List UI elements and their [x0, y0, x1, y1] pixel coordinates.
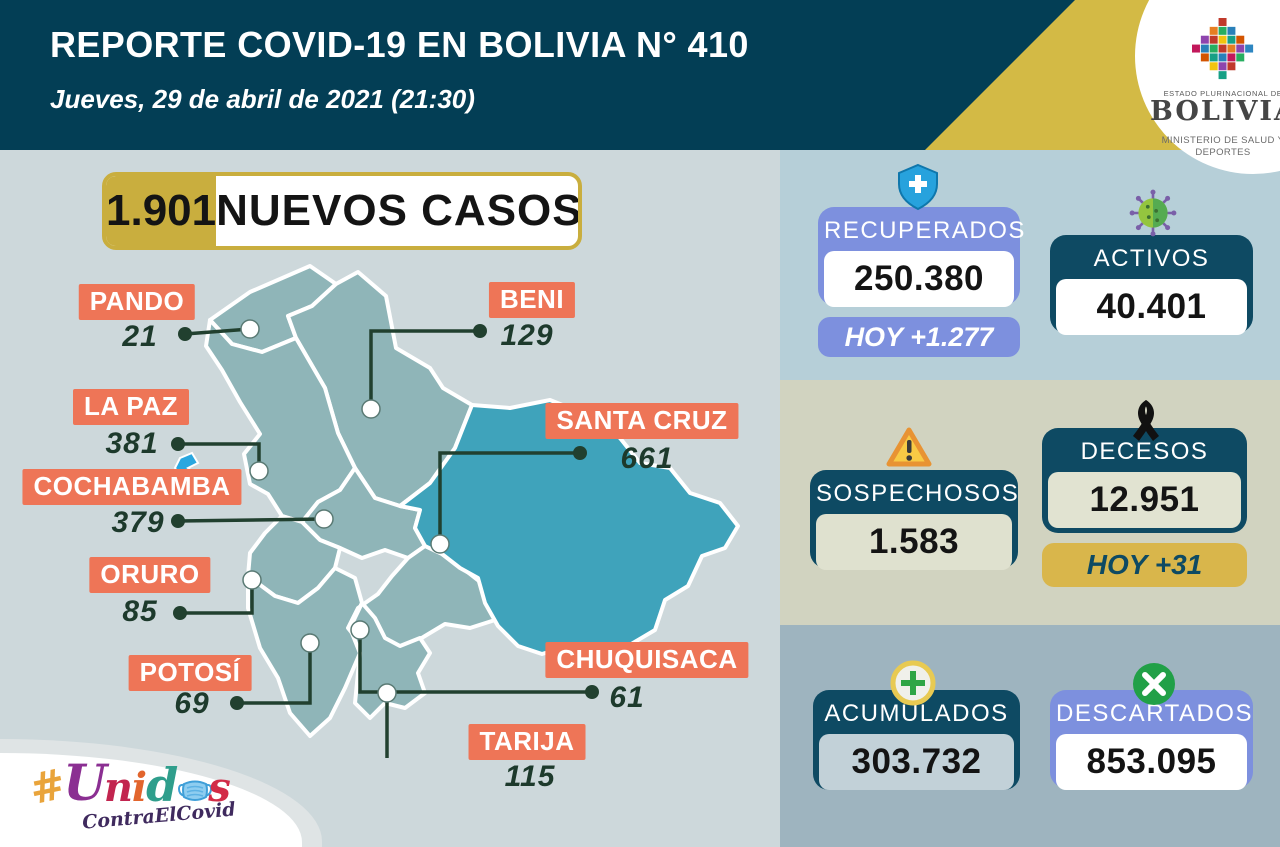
dept-value-cochabamba: 379 — [111, 506, 165, 539]
badge-decesos-today: HOY +31 — [1042, 543, 1247, 587]
dept-label-tarija: TARIJA — [468, 724, 586, 760]
card-descartados-value: 853.095 — [1056, 734, 1247, 790]
report-date: Jueves, 29 de abril de 2021 (21:30) — [50, 84, 475, 114]
dept-label-beni: BENI — [488, 282, 576, 318]
plus-circle-icon — [890, 660, 936, 706]
dept-value-oruro: 85 — [122, 595, 158, 628]
card-activos: ACTIVOS 40.401 — [1050, 235, 1253, 335]
x-circle-icon — [1133, 663, 1175, 705]
card-recuperados: RECUPERADOS 250.380 — [818, 207, 1026, 307]
map-point-dots — [240, 319, 450, 703]
card-decesos-label: DECESOS — [1080, 438, 1209, 465]
dept-label-santacruz: SANTA CRUZ — [545, 403, 739, 439]
dept-label-lapaz: LA PAZ — [73, 389, 189, 425]
face-mask-icon — [178, 780, 213, 801]
card-sospechosos-value: 1.583 — [816, 514, 1012, 570]
logo-letter-n: n — [103, 764, 133, 811]
label-end-dots — [171, 324, 599, 710]
dept-label-pando: PANDO — [78, 284, 196, 320]
card-acumulados-value: 303.732 — [819, 734, 1014, 790]
logo-ministry-text: MINISTERIO DE SALUD Y DEPORTES — [1161, 135, 1280, 159]
card-sospechosos-label: SOSPECHOSOS — [816, 480, 1020, 507]
card-sospechosos: SOSPECHOSOS 1.583 — [810, 470, 1020, 570]
map-region-tarija — [348, 601, 432, 720]
dept-label-oruro: ORURO — [89, 557, 211, 593]
mourning-ribbon-icon — [1133, 400, 1159, 441]
card-decesos-value: 12.951 — [1048, 472, 1241, 528]
dept-value-beni: 129 — [500, 319, 554, 352]
virus-icon — [1129, 189, 1177, 237]
card-descartados: DESCARTADOS 853.095 — [1050, 690, 1253, 790]
dept-label-cochabamba: COCHABAMBA — [22, 469, 242, 505]
ministry-logo: ESTADO PLURINACIONAL DE BOLIVIA MINISTER… — [1150, 18, 1280, 160]
card-activos-label: ACTIVOS — [1093, 245, 1210, 272]
logo-letter-i: i — [131, 764, 148, 811]
shield-plus-icon — [898, 163, 938, 211]
badge-recuperados-today: HOY +1.277 — [818, 317, 1020, 357]
new-cases-label: NUEVOS CASOS — [216, 186, 582, 235]
dept-value-pando: 21 — [122, 320, 158, 353]
dept-value-tarija: 115 — [504, 760, 556, 793]
logo-letter-s: s — [208, 764, 231, 811]
dept-value-potosi: 69 — [174, 687, 210, 720]
leader-lines — [177, 327, 592, 758]
dept-value-santacruz: 661 — [620, 442, 674, 475]
warning-triangle-icon — [886, 427, 932, 467]
new-cases-value: 1.901 — [106, 176, 217, 246]
chakana-cross-icon — [1192, 18, 1254, 80]
card-recuperados-value: 250.380 — [824, 251, 1014, 307]
dept-value-chuquisaca: 61 — [609, 681, 645, 714]
logo-letter-u: U — [63, 753, 107, 812]
logo-country-text: BOLIVIA — [1150, 96, 1280, 127]
dept-label-chuquisaca: CHUQUISACA — [545, 642, 749, 678]
card-decesos: DECESOS 12.951 — [1042, 428, 1247, 533]
page-title: REPORTE COVID-19 EN BOLIVIA N° 410 — [50, 24, 749, 65]
unidos-contra-el-covid-logo: # U n i d s ContraElCovid — [25, 753, 260, 834]
logo-letter-d: d — [146, 758, 179, 812]
dept-label-potosi: POTOSÍ — [128, 655, 252, 691]
header-bar: REPORTE COVID-19 EN BOLIVIA N° 410 Jueve… — [0, 0, 1280, 150]
card-activos-value: 40.401 — [1056, 279, 1247, 335]
new-cases-banner: 1.901 NUEVOS CASOS — [102, 172, 582, 250]
logo-state-text: ESTADO PLURINACIONAL DE — [1163, 89, 1280, 98]
dept-value-lapaz: 381 — [105, 427, 159, 460]
card-recuperados-label: RECUPERADOS — [824, 217, 1026, 244]
